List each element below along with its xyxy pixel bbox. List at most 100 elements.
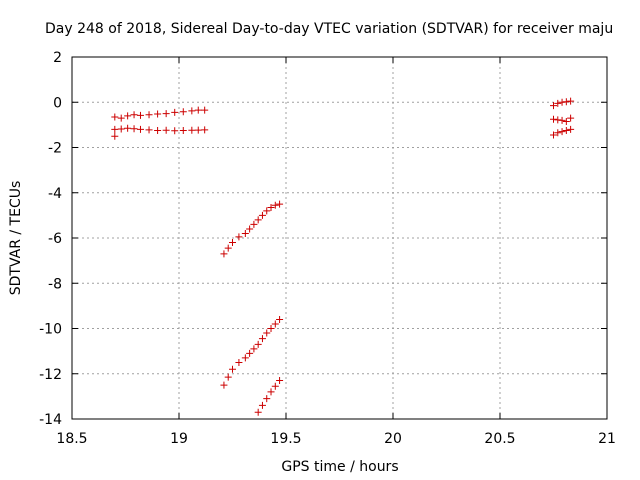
data-point	[276, 200, 284, 208]
data-point	[162, 110, 170, 118]
data-point	[271, 382, 279, 390]
series-arc-a-start	[111, 132, 119, 140]
data-point	[117, 125, 125, 133]
data-point	[229, 239, 236, 247]
data-point	[224, 373, 232, 381]
data-point	[111, 132, 119, 140]
data-point	[254, 216, 262, 224]
data-point	[145, 126, 153, 134]
series-arc-e-middle	[550, 114, 575, 125]
data-point	[235, 358, 243, 366]
data-point	[550, 102, 557, 110]
data-point	[111, 125, 119, 133]
data-point	[117, 114, 125, 122]
data-point	[258, 401, 266, 409]
data-point	[267, 388, 275, 396]
x-tick-label: 19.5	[270, 431, 301, 447]
data-point	[254, 340, 262, 348]
data-points	[111, 97, 575, 416]
data-point	[250, 345, 258, 353]
grid	[72, 57, 607, 419]
x-tick-label: 20.5	[484, 431, 515, 447]
data-point	[254, 408, 262, 416]
data-point	[246, 349, 254, 357]
y-tick-label: -4	[48, 186, 62, 202]
chart-title: Day 248 of 2018, Sidereal Day-to-day VTE…	[45, 21, 613, 37]
x-tick-label: 21	[598, 431, 616, 447]
data-point	[235, 233, 243, 241]
data-point	[562, 117, 570, 125]
series-arc-e-upper	[550, 97, 575, 110]
data-point	[154, 127, 162, 135]
data-point	[276, 377, 284, 385]
data-point	[194, 126, 202, 134]
y-tick-label: -8	[48, 276, 62, 292]
y-tick-label: -10	[39, 322, 62, 338]
y-tick-label: 2	[53, 50, 62, 66]
data-point	[276, 315, 284, 323]
data-point	[263, 395, 271, 403]
data-point	[111, 113, 119, 121]
x-tick-label: 18.5	[56, 431, 87, 447]
data-point	[271, 320, 279, 328]
y-axis-label: SDTVAR / TECUs	[8, 181, 24, 296]
data-point	[124, 112, 132, 120]
data-point	[179, 108, 187, 116]
data-point	[263, 207, 271, 215]
y-tick-label: -12	[39, 367, 62, 383]
data-point	[136, 111, 144, 119]
data-point	[130, 125, 138, 133]
data-point	[567, 97, 575, 105]
series-arc-a-upper	[111, 106, 209, 122]
data-point	[224, 244, 232, 252]
data-point	[162, 126, 170, 134]
data-point	[124, 124, 132, 132]
x-tick-label: 20	[384, 431, 402, 447]
data-point	[194, 106, 202, 114]
data-point	[171, 108, 179, 116]
y-tick-label: 0	[53, 95, 62, 111]
x-tick-label: 19	[170, 431, 188, 447]
data-point	[250, 220, 258, 228]
data-point	[154, 110, 162, 118]
data-point	[171, 127, 179, 135]
data-point	[145, 111, 153, 119]
data-point	[567, 125, 575, 133]
series-arc-c	[220, 315, 284, 389]
y-tick-label: -14	[39, 412, 62, 428]
data-point	[562, 98, 570, 106]
data-point	[550, 131, 557, 139]
data-point	[220, 250, 228, 258]
data-point	[267, 325, 275, 332]
series-arc-e-lower	[550, 125, 575, 139]
data-point	[554, 129, 562, 137]
data-point	[241, 229, 249, 237]
data-point	[136, 125, 144, 133]
data-point	[201, 106, 209, 114]
data-point	[188, 107, 196, 115]
data-point	[554, 99, 562, 107]
data-point	[229, 365, 236, 373]
data-point	[241, 354, 249, 362]
data-point	[550, 115, 557, 123]
data-point	[258, 335, 266, 343]
data-point	[558, 116, 566, 124]
data-point	[558, 128, 566, 136]
series-arc-b	[220, 200, 284, 258]
data-point	[562, 127, 570, 135]
data-point	[263, 329, 271, 337]
y-tick-label: -6	[48, 231, 62, 247]
data-point	[201, 126, 209, 134]
data-point	[179, 127, 187, 135]
data-point	[258, 211, 266, 219]
data-point	[220, 381, 228, 389]
y-tick-label: -2	[48, 141, 62, 157]
data-point	[130, 111, 138, 119]
data-point	[188, 126, 196, 134]
series-arc-a-lower	[111, 124, 209, 135]
data-point	[271, 201, 279, 209]
data-point	[246, 225, 254, 233]
data-point	[567, 114, 575, 122]
